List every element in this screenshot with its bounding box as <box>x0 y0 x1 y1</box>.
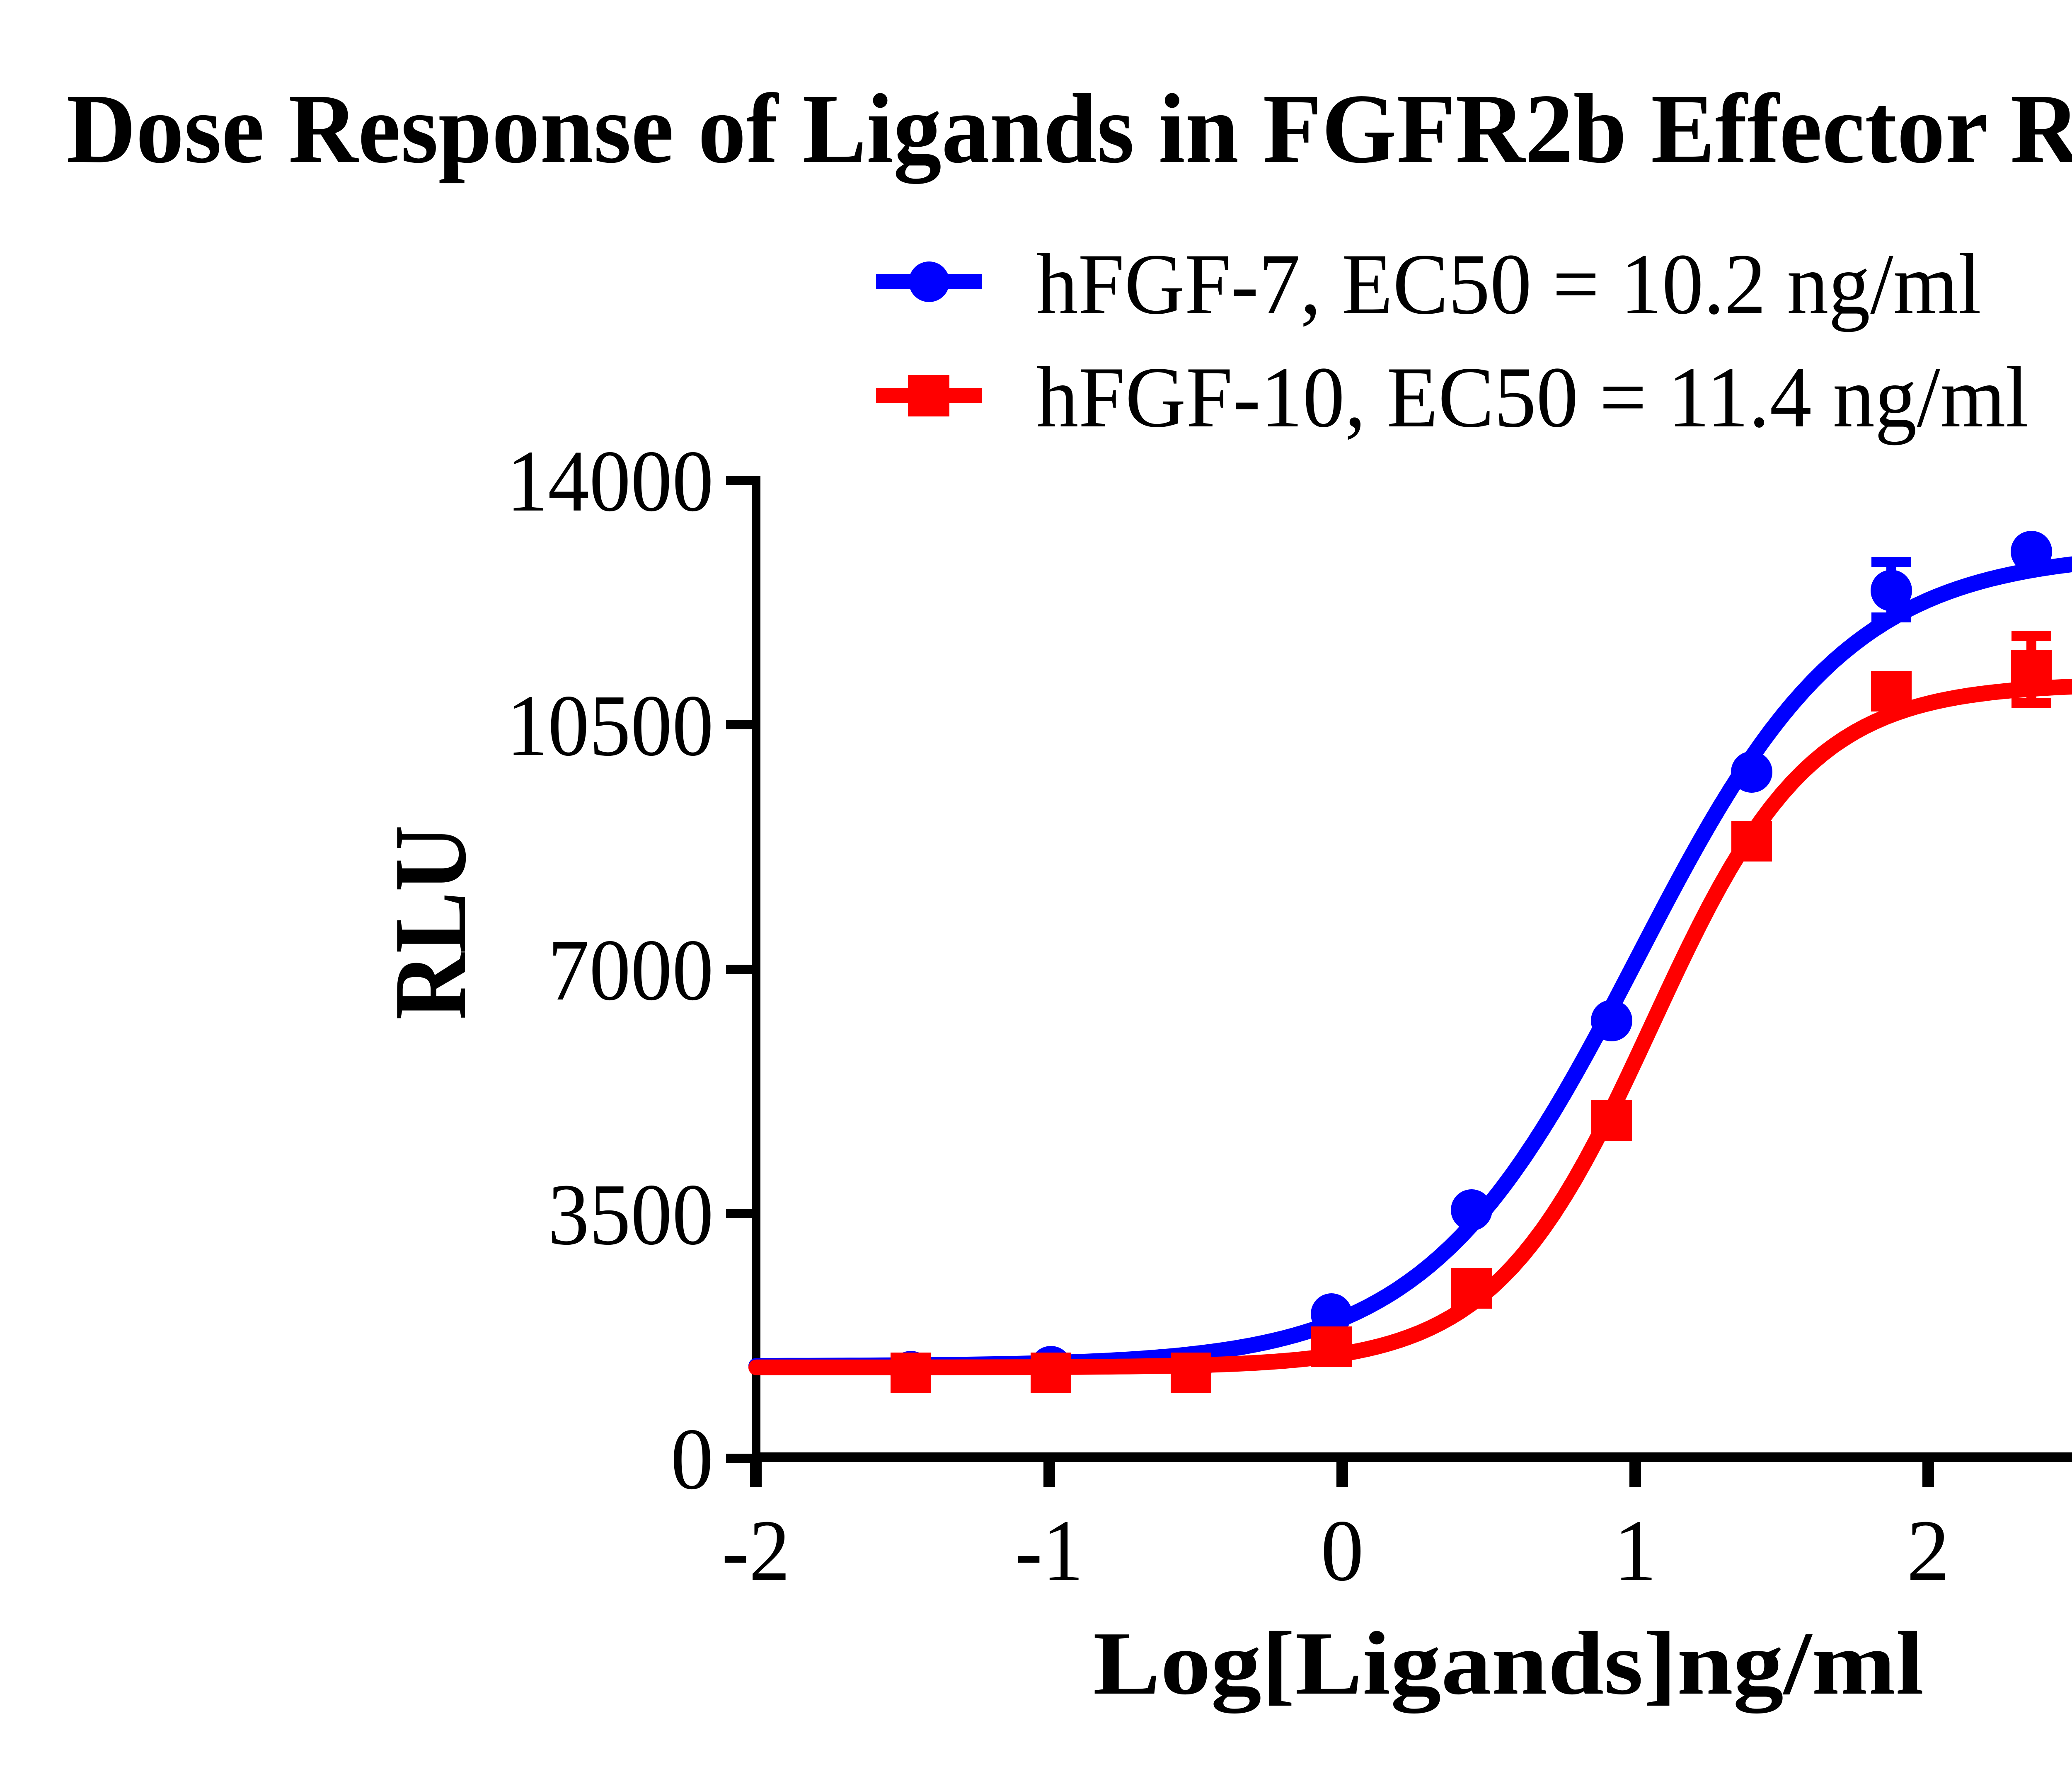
svg-text:hFGF-10, EC50 = 11.4 ng/ml: hFGF-10, EC50 = 11.4 ng/ml <box>1036 349 2029 445</box>
svg-text:10500: 10500 <box>506 677 714 774</box>
svg-text:Log[Ligands]ng/ml: Log[Ligands]ng/ml <box>1093 1614 1924 1713</box>
svg-text:0: 0 <box>1321 1502 1364 1599</box>
svg-text:-2: -2 <box>722 1502 790 1599</box>
svg-text:3500: 3500 <box>548 1166 714 1263</box>
svg-text:0: 0 <box>670 1410 714 1508</box>
svg-text:2: 2 <box>1907 1502 1950 1599</box>
svg-text:-1: -1 <box>1015 1502 1084 1599</box>
svg-text:Dose Response of Ligands in FG: Dose Response of Ligands in FGFR2b Effec… <box>66 73 2072 184</box>
svg-text:14000: 14000 <box>506 432 714 530</box>
svg-text:RLU: RLU <box>373 825 488 1020</box>
svg-text:hFGF-7, EC50 = 10.2 ng/ml: hFGF-7, EC50 = 10.2 ng/ml <box>1036 236 1981 332</box>
svg-text:7000: 7000 <box>548 921 714 1019</box>
svg-text:1: 1 <box>1614 1502 1657 1599</box>
